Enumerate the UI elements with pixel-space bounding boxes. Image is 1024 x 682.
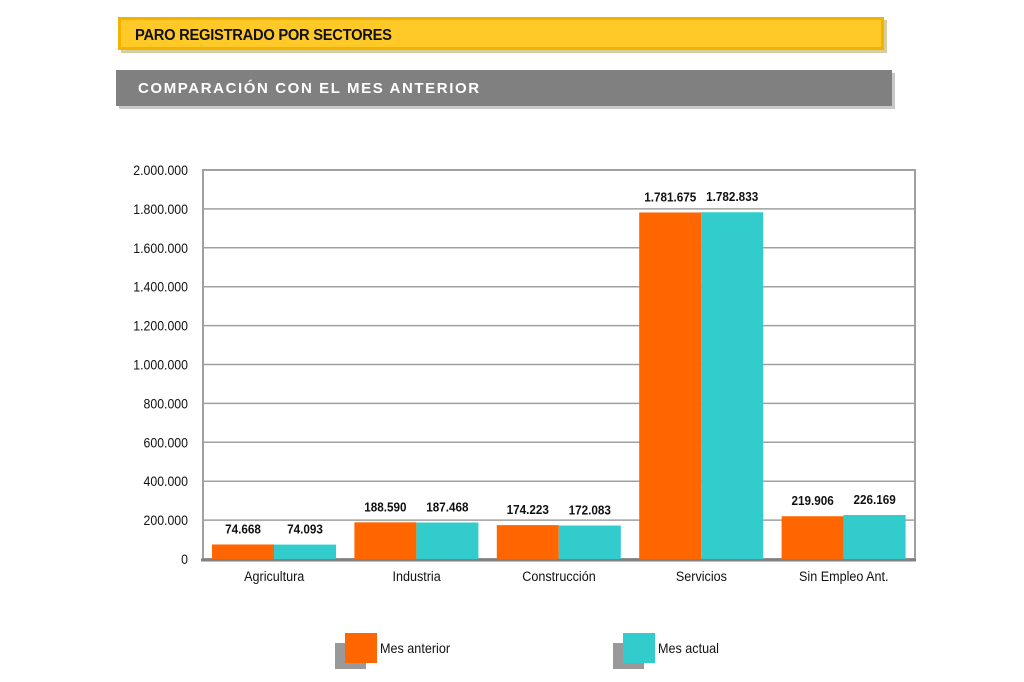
bar-mes-anterior [212, 544, 274, 559]
data-label: 74.668 [225, 522, 261, 537]
bar-mes-anterior [354, 522, 417, 559]
data-label: 219.906 [791, 494, 833, 509]
y-axis-ticks: 0 200.000 400.000 600.000 800.000 1.000.000 1.… [133, 162, 188, 567]
x-tick-label: Sin Empleo Ant. [799, 568, 889, 584]
y-tick-label: 400.000 [144, 473, 188, 489]
legend-label: Mes actual [658, 640, 719, 656]
data-label: 74.093 [287, 522, 323, 537]
legend-swatch-mes-anterior [345, 633, 377, 663]
bars [212, 212, 906, 559]
data-label: 187.468 [426, 500, 468, 515]
x-tick-label: Construcción [522, 568, 595, 584]
legend-swatch-mes-actual [623, 633, 655, 663]
bar-mes-actual [843, 515, 906, 559]
data-label: 1.782.833 [706, 190, 758, 205]
y-tick-label: 0 [181, 551, 188, 567]
x-axis-ticks: Agricultura Industria Construcción Servicio… [244, 568, 888, 584]
y-tick-label: 800.000 [144, 396, 188, 412]
y-tick-label: 1.400.000 [133, 279, 188, 295]
title-banner: PARO REGISTRADO POR SECTORES [118, 17, 884, 50]
y-tick-label: 2.000.000 [133, 162, 188, 178]
x-tick-label: Agricultura [244, 568, 305, 584]
data-label: 226.169 [853, 492, 895, 507]
y-tick-label: 1.200.000 [133, 318, 188, 334]
y-tick-label: 1.600.000 [133, 240, 188, 256]
gridlines [201, 169, 916, 562]
y-tick-label: 1.000.000 [133, 357, 188, 373]
x-tick-label: Servicios [676, 568, 727, 584]
data-labels: 74.668 74.093 188.590 187.468 174.223 172.083… [225, 190, 896, 537]
data-label: 188.590 [364, 500, 406, 515]
data-label: 174.223 [507, 503, 549, 518]
chart-title: PARO REGISTRADO POR SECTORES [135, 27, 392, 44]
bar-mes-anterior [781, 516, 844, 559]
bar-mes-anterior [639, 212, 702, 559]
bar-mes-actual [416, 522, 479, 559]
chart-subtitle: COMPARACIÓN CON EL MES ANTERIOR [138, 80, 481, 97]
subtitle-banner: COMPARACIÓN CON EL MES ANTERIOR [116, 70, 892, 106]
data-label: 1.781.675 [644, 190, 696, 205]
y-tick-label: 600.000 [144, 435, 188, 451]
bar-mes-actual [701, 212, 764, 559]
x-tick-label: Industria [392, 568, 441, 584]
bar-mes-anterior [496, 525, 559, 559]
bar-mes-actual [558, 525, 621, 559]
legend-label: Mes anterior [380, 640, 451, 656]
data-label: 172.083 [569, 503, 611, 518]
bar-mes-actual [274, 544, 336, 559]
y-tick-label: 1.800.000 [133, 201, 188, 217]
y-tick-label: 200.000 [144, 512, 188, 528]
